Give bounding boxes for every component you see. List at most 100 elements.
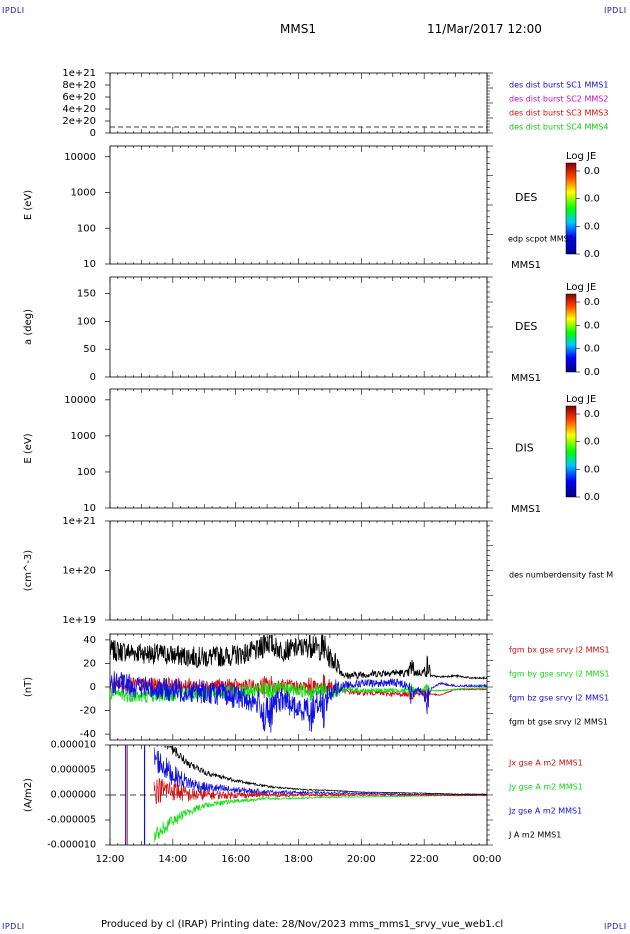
page-title: MMS1 <box>280 22 316 36</box>
ytick-label-des-energy-3: 10 <box>83 259 96 270</box>
panel-label-des-energy: DES <box>515 191 537 204</box>
ytick-label-fgm-3: -20 <box>80 706 96 717</box>
ytick-label-des-pitch-0: 150 <box>77 289 96 300</box>
ylabel-dis-energy: E (eV) <box>23 433 34 463</box>
ytick-label-dis-energy-1: 1000 <box>71 431 96 442</box>
legend-dist-0: des dist burst SC1 MMS1 <box>509 81 608 90</box>
ylabel-fgm: (nT) <box>23 677 34 697</box>
legend-current-1: Jy gse A m2 MMS1 <box>508 783 583 792</box>
ytick-label-density-2: 1e+19 <box>62 615 96 626</box>
ytick-label-dis-energy-0: 10000 <box>64 395 96 406</box>
ytick-label-dist-3: 4e+20 <box>62 104 96 115</box>
ytick-label-dist-2: 6e+20 <box>62 92 96 103</box>
panel-sat-des-energy: MMS1 <box>511 260 541 271</box>
ylabel-current: (A/m2) <box>23 778 34 812</box>
colorbar-des-energy <box>565 162 577 255</box>
panel-frame-des-energy <box>109 145 488 265</box>
colorbar-tick-dis-energy-3: 0.0 <box>584 492 600 503</box>
colorbar-tick-des-energy-1: 0.0 <box>584 194 600 205</box>
legend-current-2: Jz gse A m2 MMS1 <box>508 807 582 816</box>
xtick-label-2: 16:00 <box>221 854 250 865</box>
ytick-label-fgm-0: 40 <box>83 635 96 646</box>
ytick-label-dist-0: 1e+21 <box>62 68 96 79</box>
colorbar-tick-des-pitch-3: 0.0 <box>584 367 600 378</box>
ytick-label-des-energy-0: 10000 <box>64 152 96 163</box>
panel-frame-dist <box>109 72 488 134</box>
ytick-label-fgm-4: -40 <box>80 729 96 740</box>
xtick-label-4: 20:00 <box>347 854 376 865</box>
colorbar-title-dis-energy: Log JE <box>566 394 596 405</box>
ylabel-density: (cm^-3) <box>23 550 34 591</box>
trace-current-3 <box>161 746 487 796</box>
ylabel-des-energy: E (eV) <box>23 190 34 220</box>
xtick-label-5: 22:00 <box>410 854 439 865</box>
xtick-label-3: 18:00 <box>284 854 313 865</box>
legend-current-0: Jx gse A m2 MMS1 <box>508 759 583 768</box>
ytick-label-des-energy-2: 100 <box>77 223 96 234</box>
corner-label-tl: IPDLI <box>2 6 25 15</box>
legend-current-3: J A m2 MMS1 <box>508 831 561 840</box>
ytick-label-fgm-2: 0 <box>90 682 96 693</box>
trace-current-0 <box>153 778 487 805</box>
trace-fgm-1 <box>110 680 487 703</box>
page-datetime: 11/Mar/2017 12:00 <box>427 22 542 36</box>
legend-fgm-0: fgm bx gse srvy l2 MMS1 <box>509 646 610 655</box>
ytick-label-des-pitch-1: 100 <box>77 316 96 327</box>
legend-fgm-2: fgm bz gse srvy l2 MMS1 <box>509 694 609 703</box>
xtick-label-6: 00:00 <box>473 854 502 865</box>
ylabel-des-pitch: a (deg) <box>23 309 34 345</box>
ytick-label-current-2: 0.000000 <box>51 790 96 801</box>
panel-frames <box>105 72 580 846</box>
colorbar-dis-energy <box>565 405 577 498</box>
legend-fgm-1: fgm by gse srvy l2 MMS1 <box>509 670 610 679</box>
ytick-label-current-0: 0.000010 <box>51 740 96 751</box>
ytick-label-current-3: -0.000005 <box>47 815 96 826</box>
ytick-label-current-1: 0.000005 <box>51 765 96 776</box>
ytick-label-density-1: 1e+20 <box>62 566 96 577</box>
footer-text: Produced by cl (IRAP) Printing date: 28/… <box>101 919 504 930</box>
trace-current-1 <box>153 794 487 843</box>
corner-label-bl: IPDLI <box>2 922 25 931</box>
colorbar-tick-dis-energy-2: 0.0 <box>584 464 600 475</box>
colorbar-tick-des-pitch-1: 0.0 <box>584 320 600 331</box>
panel-sublabel-des-energy: edp scpot MMS1 <box>508 235 574 244</box>
ytick-label-fgm-1: 20 <box>83 658 96 669</box>
corner-label-br: IPDLI <box>604 922 627 931</box>
colorbar-tick-des-energy-3: 0.0 <box>584 249 600 260</box>
colorbar-tick-dis-energy-0: 0.0 <box>584 409 600 420</box>
ytick-label-des-pitch-3: 0 <box>90 372 96 383</box>
xtick-label-1: 14:00 <box>158 854 187 865</box>
colorbar-title-des-pitch: Log JE <box>566 282 596 293</box>
corner-label-tr: IPDLI <box>604 6 627 15</box>
ytick-label-dis-energy-3: 10 <box>83 503 96 514</box>
colorbar-tick-des-energy-2: 0.0 <box>584 221 600 232</box>
panel-frame-dis-energy <box>109 388 488 509</box>
ytick-label-density-0: 1e+21 <box>62 516 96 527</box>
ytick-label-dist-4: 2e+20 <box>62 116 96 127</box>
ytick-label-dis-energy-2: 100 <box>77 467 96 478</box>
ytick-label-dist-5: 0 <box>90 128 96 139</box>
panel-frame-density <box>109 520 488 621</box>
colorbar-tick-des-energy-0: 0.0 <box>584 166 600 177</box>
ytick-label-dist-1: 8e+20 <box>62 80 96 91</box>
ytick-label-des-pitch-2: 50 <box>83 344 96 355</box>
data-traces <box>110 635 487 843</box>
panel-frame-des-pitch <box>109 276 488 378</box>
legend-density: des numberdensity fast M <box>509 571 613 580</box>
legend-fgm-3: fgm bt gse srvy l2 MMS1 <box>509 718 608 727</box>
colorbar-title-des-energy: Log JE <box>566 151 596 162</box>
panel-label-des-pitch: DES <box>515 320 537 333</box>
colorbar-tick-des-pitch-2: 0.0 <box>584 344 600 355</box>
trace-fgm-3 <box>110 635 487 681</box>
panel-sat-dis-energy: MMS1 <box>511 504 541 515</box>
legend-dist-2: des dist burst SC3 MMS3 <box>509 109 608 118</box>
trace-fgm-2 <box>110 671 487 733</box>
xtick-label-0: 12:00 <box>96 854 125 865</box>
colorbar-tick-des-pitch-0: 0.0 <box>584 297 600 308</box>
legend-dist-1: des dist burst SC2 MMS2 <box>509 95 608 104</box>
panel-sat-des-pitch: MMS1 <box>511 373 541 384</box>
legend-dist-3: des dist burst SC4 MMS4 <box>509 123 608 132</box>
colorbar-tick-dis-energy-1: 0.0 <box>584 437 600 448</box>
